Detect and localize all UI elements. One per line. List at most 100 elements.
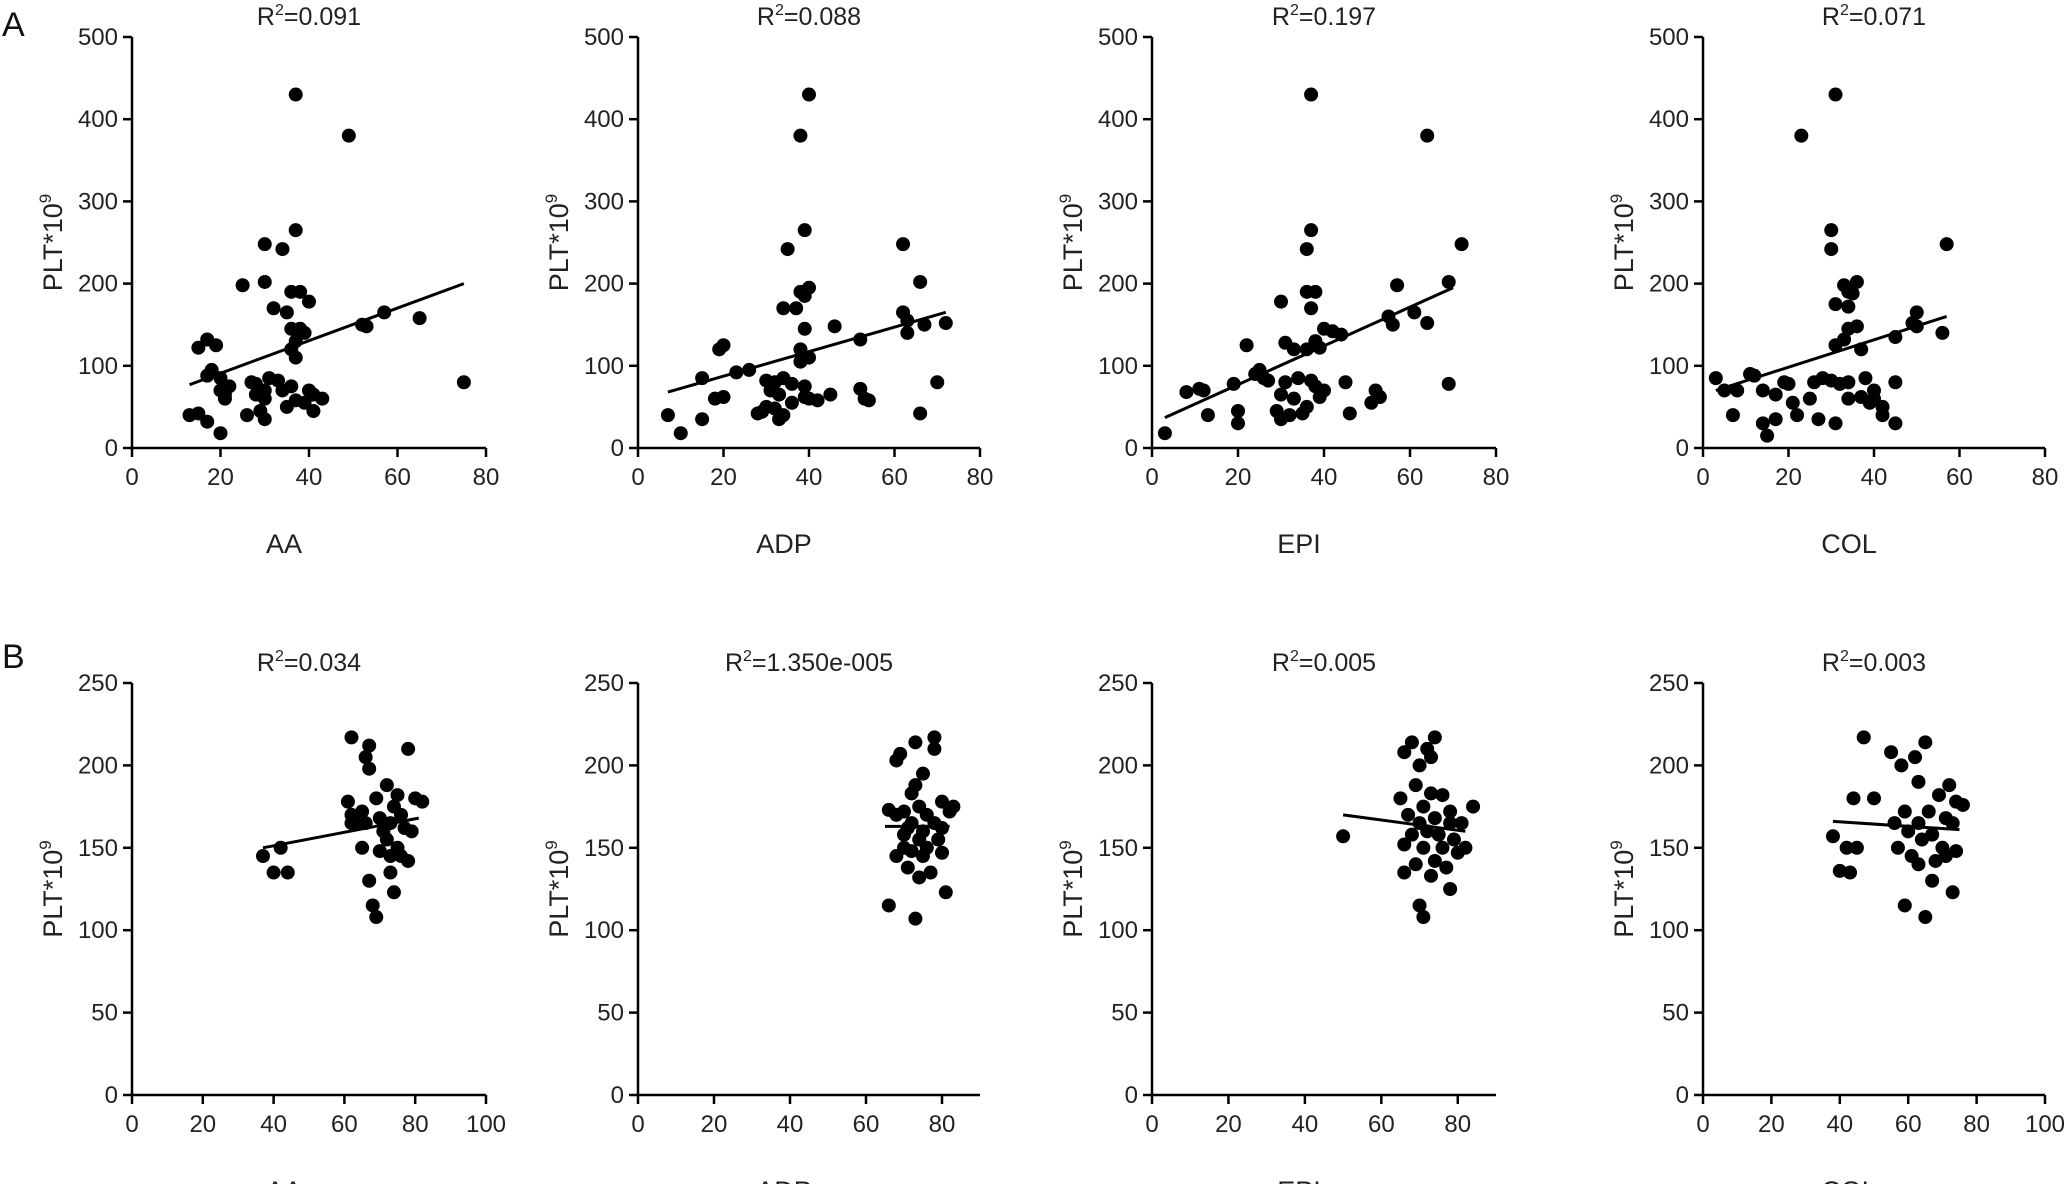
- y-axis-label-sup: 9: [36, 194, 55, 203]
- x-tick-label: 80: [967, 464, 994, 491]
- data-point: [213, 426, 228, 441]
- data-point: [297, 325, 312, 340]
- data-point: [386, 885, 401, 900]
- r-squared-base: R: [725, 649, 743, 677]
- data-point: [191, 406, 206, 421]
- x-tick-label: 20: [1225, 464, 1252, 491]
- y-axis-label: PLT*109: [542, 840, 574, 938]
- data-point: [1909, 305, 1924, 320]
- data-point: [273, 840, 288, 855]
- r-squared-sup: 2: [1840, 648, 1849, 665]
- data-point: [1914, 832, 1929, 847]
- data-point: [1708, 371, 1723, 386]
- data-point: [1890, 840, 1905, 855]
- data-point: [889, 753, 904, 768]
- y-axis-label-sup: 9: [542, 194, 561, 203]
- scatter-panel-2: 0 100 200 300 400 500 0 20 40 60 80 R2=0.088 ADP PLT*…: [542, 2, 993, 559]
- data-point: [1839, 840, 1854, 855]
- data-point: [235, 278, 250, 293]
- r-squared-label: R2=0.088: [757, 2, 861, 31]
- x-axis-label: AA: [266, 1176, 302, 1184]
- y-tick-label: 0: [1125, 1082, 1138, 1109]
- y-tick-label: 50: [1111, 1000, 1138, 1027]
- row-label-b: B: [2, 638, 25, 676]
- r-squared-label: R2=0.005: [1272, 648, 1376, 677]
- data-point: [1304, 301, 1319, 316]
- data-point: [1446, 832, 1461, 847]
- data-point: [1412, 898, 1427, 913]
- y-tick-label: 400: [584, 106, 624, 133]
- y-axis-label-base: PLT*10: [38, 203, 68, 291]
- data-point: [810, 393, 825, 408]
- data-point: [1299, 242, 1314, 257]
- data-point: [1435, 840, 1450, 855]
- y-axis-label-sup: 9: [1056, 840, 1075, 849]
- data-point: [1420, 824, 1435, 839]
- data-point: [1867, 791, 1881, 806]
- row-label-a: A: [2, 6, 25, 44]
- y-tick-label: 100: [78, 917, 118, 944]
- y-tick-label: 400: [78, 106, 118, 133]
- y-tick-label: 300: [1649, 188, 1689, 215]
- data-point: [1408, 778, 1423, 793]
- data-point: [1909, 319, 1924, 334]
- y-axis-label-base: PLT*10: [1058, 203, 1088, 291]
- r-squared-base: R: [757, 3, 775, 31]
- data-point: [1794, 128, 1809, 143]
- data-point: [1928, 853, 1943, 868]
- data-point: [1157, 426, 1172, 441]
- data-point: [1424, 750, 1439, 765]
- data-point: [780, 242, 795, 257]
- data-point: [365, 898, 380, 913]
- data-point: [1304, 223, 1319, 238]
- y-axis-label-base: PLT*10: [544, 850, 574, 938]
- y-axis-label: PLT*109: [36, 194, 68, 292]
- data-point: [1443, 882, 1458, 896]
- data-point: [280, 865, 295, 880]
- data-point: [257, 391, 272, 406]
- data-point: [1911, 774, 1926, 789]
- data-point: [200, 414, 215, 429]
- data-point: [191, 340, 206, 355]
- x-tick-label: 20: [701, 1111, 728, 1138]
- x-tick-label: 20: [1758, 1111, 1785, 1138]
- data-point: [1231, 404, 1245, 419]
- x-tick-label: 80: [402, 1111, 429, 1138]
- data-point: [1416, 840, 1431, 855]
- scatter-panel-8: 0 50 100 150 200 250 0 20 40 60 80 100 R2=0.003 COL PL…: [1607, 648, 2065, 1184]
- r-squared-value: =0.088: [784, 3, 861, 31]
- data-point: [1420, 128, 1435, 143]
- y-axis-label-base: PLT*10: [38, 850, 68, 938]
- data-point: [275, 242, 290, 257]
- x-tick-label: 60: [1946, 464, 1973, 491]
- data-point: [257, 274, 272, 289]
- x-tick-label: 40: [1826, 1111, 1853, 1138]
- r-squared-base: R: [1272, 649, 1290, 677]
- data-point: [1824, 242, 1839, 257]
- data-point: [917, 317, 932, 332]
- r-squared-base: R: [257, 649, 275, 677]
- data-point: [315, 391, 330, 406]
- x-tick-label: 0: [1145, 1111, 1158, 1138]
- data-point: [695, 412, 710, 427]
- y-tick-label: 300: [1098, 188, 1138, 215]
- data-point: [1286, 342, 1301, 357]
- y-tick-label: 500: [78, 24, 118, 51]
- data-point: [930, 375, 945, 390]
- y-tick-label: 200: [584, 271, 624, 298]
- data-point: [1730, 383, 1745, 398]
- data-point: [288, 393, 303, 408]
- x-tick-label: 60: [1397, 464, 1424, 491]
- data-point: [1454, 237, 1469, 252]
- data-point: [369, 791, 384, 806]
- x-tick-label: 0: [1696, 1111, 1709, 1138]
- data-point: [1179, 385, 1194, 400]
- data-point: [695, 371, 710, 386]
- x-axis-label: ADP: [756, 529, 812, 559]
- data-point: [341, 128, 356, 143]
- data-point: [1841, 391, 1856, 406]
- data-point: [1828, 338, 1843, 353]
- y-axis-label: PLT*109: [542, 194, 574, 292]
- y-tick-label: 100: [1649, 917, 1689, 944]
- data-point: [383, 865, 398, 880]
